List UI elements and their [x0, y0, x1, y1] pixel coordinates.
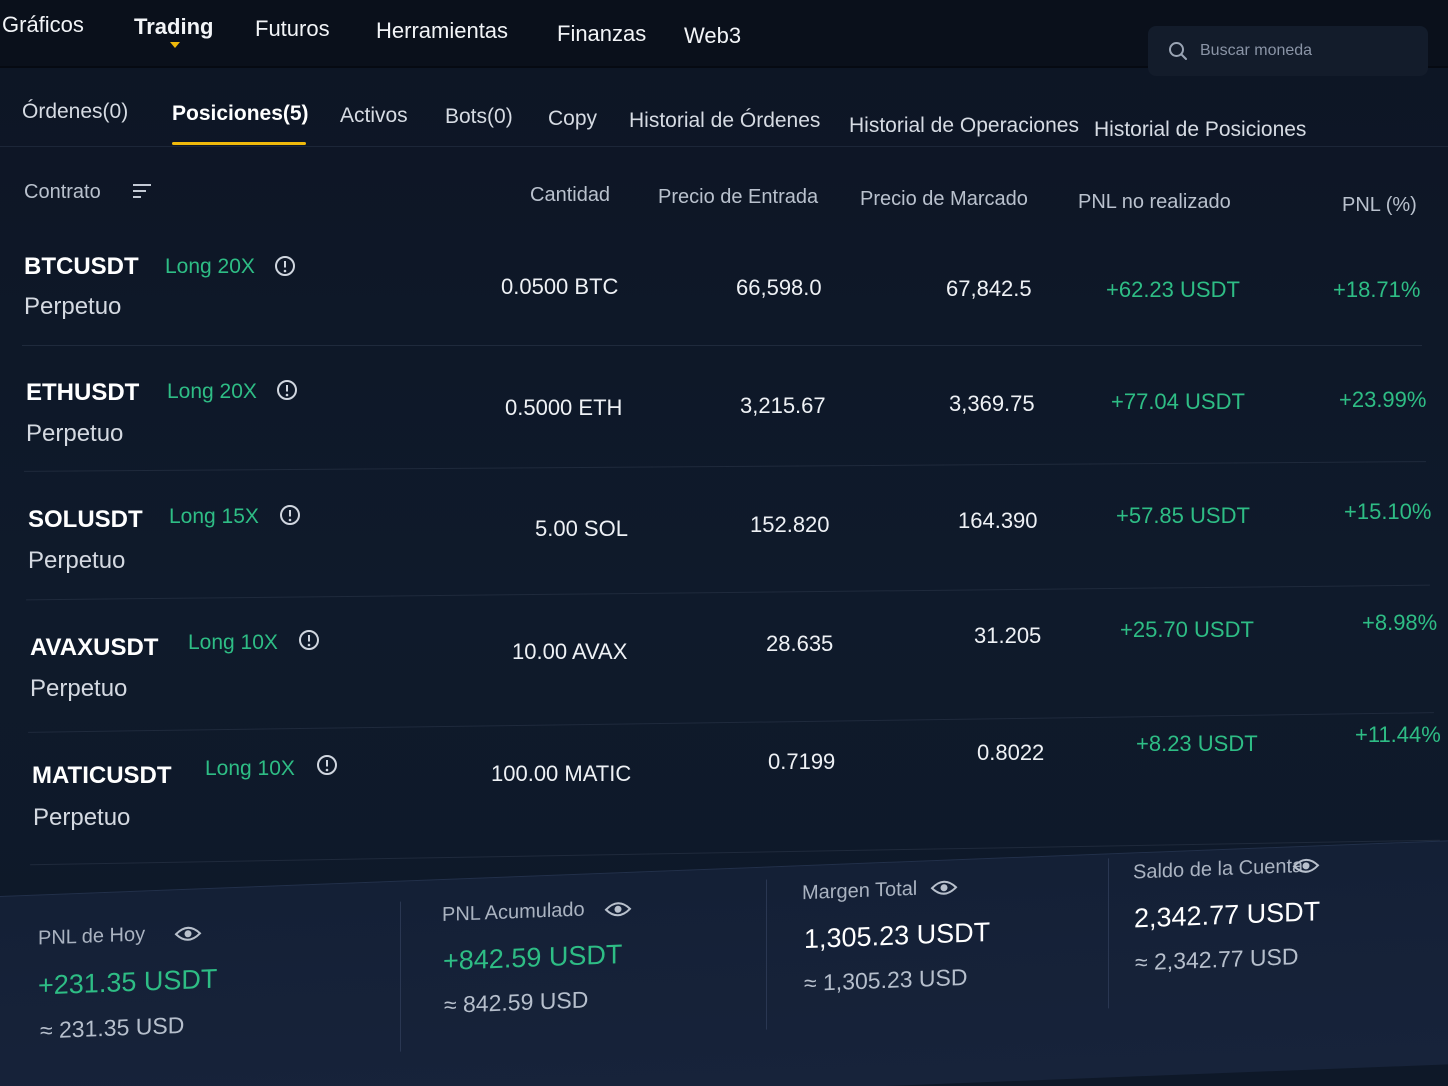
search-icon — [1169, 42, 1187, 60]
unrealized-pnl-cell: +77.04 USDT — [1111, 389, 1245, 414]
header-pnl-pct: PNL (%) — [1342, 194, 1417, 216]
summary-value: 1,305.23 USDT — [804, 916, 991, 955]
nav-trading[interactable]: Trading — [134, 14, 214, 39]
summary-label: Margen Total — [802, 877, 918, 905]
unrealized-pnl-cell: +8.23 USDT — [1136, 731, 1258, 756]
summary-label: Saldo de la Cuenta — [1133, 854, 1304, 884]
row-divider — [24, 461, 1426, 472]
summary-approx: ≈ 1,305.23 USD — [804, 963, 968, 997]
eye-icon[interactable] — [930, 878, 958, 897]
tab-posiciones[interactable]: Posiciones(5) — [172, 102, 309, 125]
summary-divider — [400, 901, 401, 1052]
eye-icon[interactable] — [174, 924, 202, 943]
summary-label: PNL Acumulado — [442, 898, 585, 927]
quantity-cell: 5.00 SOL — [535, 516, 628, 541]
entry-price-cell: 3,215.67 — [740, 393, 826, 418]
pnl-pct-cell: +18.71% — [1333, 277, 1421, 302]
entry-price-cell: 28.635 — [766, 631, 834, 656]
tab-historial-posiciones[interactable]: Historial de Posiciones — [1094, 118, 1307, 141]
leverage-badge: Long 20X — [165, 255, 255, 278]
summary-value: +842.59 USDT — [443, 939, 623, 976]
contract-type: Perpetuo — [26, 420, 124, 447]
account-summary-panel: PNL de Hoy +231.35 USDT ≈ 231.35 USD PNL… — [0, 840, 1448, 1086]
unrealized-pnl-cell: +25.70 USDT — [1120, 617, 1254, 642]
nav-futuros[interactable]: Futuros — [255, 16, 330, 41]
pnl-pct-cell: +23.99% — [1339, 387, 1427, 412]
summary-approx: ≈ 842.59 USD — [444, 986, 589, 1018]
info-icon[interactable] — [276, 379, 298, 401]
row-divider — [26, 584, 1430, 601]
row-divider — [22, 345, 1422, 346]
info-icon[interactable] — [298, 629, 320, 651]
contract-type: Perpetuo — [33, 804, 131, 831]
pnl-pct-cell: +11.44% — [1355, 722, 1441, 747]
info-icon[interactable] — [274, 255, 296, 277]
mark-price-cell: 67,842.5 — [946, 276, 1032, 301]
contract-type: Perpetuo — [30, 675, 128, 702]
header-unrealized-pnl: PNL no realizado — [1078, 191, 1231, 213]
mark-price-cell: 31.205 — [974, 623, 1042, 648]
search-box[interactable] — [1148, 26, 1428, 76]
mark-price-cell: 164.390 — [958, 508, 1038, 533]
tabs-divider — [0, 146, 1448, 147]
tab-copy[interactable]: Copy — [548, 107, 598, 130]
info-icon[interactable] — [316, 754, 338, 776]
header-entry-price: Precio de Entrada — [658, 186, 819, 208]
contract-type: Perpetuo — [28, 547, 126, 574]
tab-historial-ordenes[interactable]: Historial de Órdenes — [629, 109, 821, 132]
row-divider — [28, 712, 1434, 733]
leverage-badge: Long 10X — [205, 757, 295, 780]
header-contract: Contrato — [24, 181, 101, 203]
summary-label: PNL de Hoy — [38, 923, 146, 950]
pnl-pct-cell: +8.98% — [1362, 610, 1438, 635]
top-navigation: Gráficos Trading Futuros Herramientas Fi… — [0, 0, 1448, 76]
quantity-cell: 0.0500 BTC — [501, 274, 619, 299]
eye-icon[interactable] — [604, 900, 632, 919]
header-quantity: Cantidad — [530, 184, 611, 206]
contract-symbol: BTCUSDT — [24, 253, 139, 280]
contract-symbol: AVAXUSDT — [30, 634, 159, 661]
entry-price-cell: 66,598.0 — [736, 275, 822, 300]
summary-divider — [766, 879, 767, 1030]
unrealized-pnl-cell: +57.85 USDT — [1116, 503, 1250, 528]
summary-divider — [1108, 858, 1109, 1009]
tab-historial-operaciones[interactable]: Historial de Operaciones — [849, 114, 1079, 137]
leverage-badge: Long 10X — [188, 631, 278, 654]
eye-icon[interactable] — [1292, 856, 1320, 875]
tab-bots[interactable]: Bots(0) — [445, 105, 513, 128]
info-icon[interactable] — [279, 504, 301, 526]
nav-graficos[interactable]: Gráficos — [2, 12, 84, 37]
leverage-badge: Long 20X — [167, 380, 257, 403]
active-tab-underline — [172, 142, 306, 145]
entry-price-cell: 152.820 — [750, 512, 830, 537]
mark-price-cell: 3,369.75 — [949, 391, 1035, 416]
header-mark-price: Precio de Marcado — [860, 188, 1028, 210]
nav-finanzas[interactable]: Finanzas — [557, 21, 647, 46]
contract-type: Perpetuo — [24, 293, 122, 320]
unrealized-pnl-cell: +62.23 USDT — [1106, 277, 1240, 302]
tab-ordenes[interactable]: Órdenes(0) — [22, 100, 129, 123]
nav-herramientas[interactable]: Herramientas — [376, 18, 509, 43]
quantity-cell: 0.5000 ETH — [505, 395, 623, 420]
summary-approx: ≈ 231.35 USD — [40, 1011, 185, 1044]
quantity-cell: 100.00 MATIC — [491, 761, 632, 786]
nav-active-caret — [170, 42, 180, 48]
search-input[interactable] — [1200, 42, 1400, 60]
contract-symbol: ETHUSDT — [26, 379, 140, 406]
entry-price-cell: 0.7199 — [768, 749, 836, 774]
nav-web3[interactable]: Web3 — [684, 23, 742, 48]
sort-icon[interactable] — [131, 182, 153, 202]
quantity-cell: 10.00 AVAX — [512, 639, 628, 664]
summary-value: 2,342.77 USDT — [1134, 896, 1321, 934]
summary-approx: ≈ 2,342.77 USD — [1135, 943, 1299, 976]
mark-price-cell: 0.8022 — [977, 740, 1045, 765]
tab-activos[interactable]: Activos — [340, 104, 408, 127]
contract-symbol: SOLUSDT — [28, 506, 143, 533]
summary-value: +231.35 USDT — [38, 963, 218, 1001]
leverage-badge: Long 15X — [169, 505, 259, 528]
pnl-pct-cell: +15.10% — [1344, 499, 1432, 524]
contract-symbol: MATICUSDT — [32, 762, 172, 789]
